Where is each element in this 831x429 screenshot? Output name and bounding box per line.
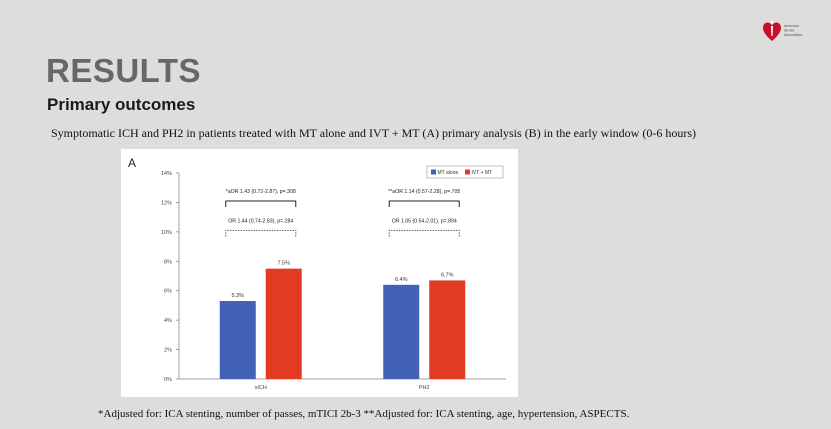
bar-chart: A 0% 2% 4% 6% 8% 10% 12% 14% sICH 5.3% 7.5% PH2 6.4% 6… bbox=[128, 156, 506, 391]
data-label: 6.4% bbox=[395, 277, 408, 283]
unadjusted-or-label: OR 1.44 (0.74-2.83), p=.284 bbox=[228, 218, 293, 224]
logo-line-2: Stroke bbox=[784, 29, 794, 33]
data-label: 6.7% bbox=[441, 272, 454, 278]
slide-title: RESULTS bbox=[46, 52, 202, 89]
bar bbox=[383, 284, 420, 379]
legend-label: MT alone bbox=[438, 170, 459, 176]
y-tick-label: 2% bbox=[164, 348, 172, 354]
logo-line-3: Association. bbox=[784, 33, 803, 37]
y-tick-label: 12% bbox=[161, 200, 172, 206]
x-tick-label: PH2 bbox=[419, 385, 430, 391]
data-label: 7.5% bbox=[277, 261, 290, 267]
y-tick-label: 14% bbox=[161, 171, 172, 177]
x-tick-label: sICH bbox=[255, 385, 267, 391]
heart-torch-icon: American Stroke Association. bbox=[763, 20, 803, 41]
unadjusted-bracket bbox=[388, 229, 460, 237]
unadjusted-or-label: OR 1.05 (0.54-2.01), p=.894 bbox=[392, 218, 457, 224]
legend-label: IVT + MT bbox=[472, 170, 493, 176]
footnote: *Adjusted for: ICA stenting, number of p… bbox=[98, 408, 630, 420]
adjusted-or-label: **aOR 1.14 (0.57-2.28), p=.705 bbox=[388, 189, 460, 195]
y-tick-label: 0% bbox=[164, 377, 172, 383]
adjusted-bracket bbox=[388, 200, 460, 207]
y-tick-label: 4% bbox=[164, 318, 172, 324]
y-tick-label: 10% bbox=[161, 230, 172, 236]
adjusted-bracket bbox=[225, 200, 297, 207]
data-label: 5.3% bbox=[231, 293, 244, 299]
legend-swatch bbox=[465, 169, 470, 175]
y-tick-label: 6% bbox=[164, 289, 172, 295]
adjusted-or-label: *aOR 1.43 (0.72-2.87), p=.308 bbox=[226, 189, 296, 195]
bar bbox=[265, 268, 302, 379]
y-tick-label: 8% bbox=[164, 259, 172, 265]
logo-line-1: American bbox=[784, 24, 799, 28]
bar bbox=[429, 280, 466, 379]
chart-panel: A 0% 2% 4% 6% 8% 10% 12% 14% sICH 5.3% 7.5% PH2 6.4% 6… bbox=[121, 149, 518, 397]
legend-swatch bbox=[431, 169, 436, 175]
figure-caption: Symptomatic ICH and PH2 in patients trea… bbox=[51, 126, 696, 140]
bar bbox=[219, 301, 256, 379]
unadjusted-bracket bbox=[225, 229, 297, 237]
slide-subtitle: Primary outcomes bbox=[47, 95, 196, 114]
panel-label: A bbox=[128, 156, 136, 170]
